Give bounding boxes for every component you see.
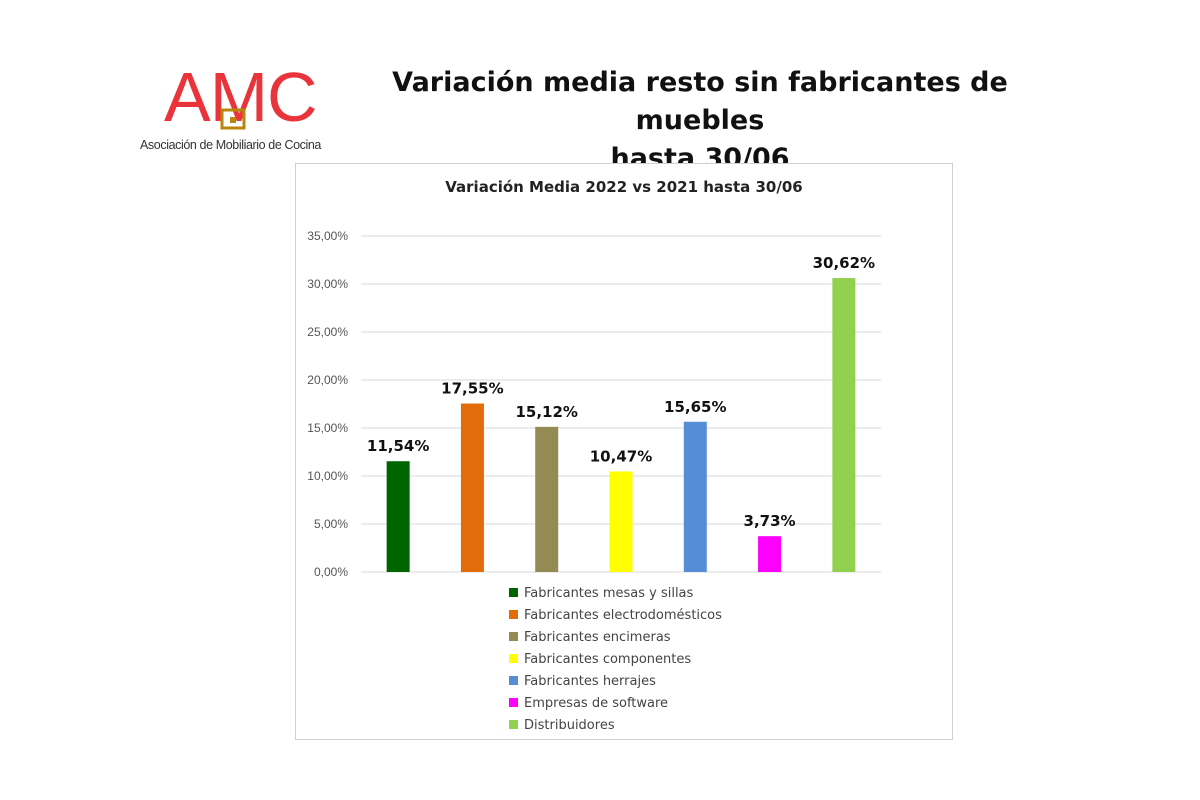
data-label-1: 11,54% (367, 437, 429, 455)
y-tick-label: 10,00% (307, 469, 348, 483)
y-tick-label: 30,00% (307, 277, 348, 291)
bar-chart: Variación Media 2022 vs 2021 hasta 30/06… (307, 178, 881, 733)
bar-4 (609, 471, 633, 572)
logo-mark-icon (220, 108, 246, 130)
y-tick-label: 0,00% (314, 565, 348, 579)
y-tick-label: 5,00% (314, 517, 348, 531)
legend-label-3: Fabricantes encimeras (524, 630, 671, 645)
data-label-5: 15,65% (664, 398, 726, 416)
legend-swatch-1 (509, 588, 518, 597)
legend-swatch-7 (509, 720, 518, 729)
data-label-2: 17,55% (441, 380, 503, 398)
logo-subtitle: Asociación de Mobiliario de Cocina (140, 138, 321, 152)
legend-label-1: Fabricantes mesas y sillas (524, 586, 694, 601)
logo-text: AMC (164, 58, 318, 136)
legend-swatch-6 (509, 698, 518, 707)
y-tick-label: 15,00% (307, 421, 348, 435)
data-label-3: 15,12% (515, 403, 577, 421)
bar-3 (535, 426, 559, 572)
bar-7 (832, 278, 856, 572)
bar-5 (683, 421, 707, 572)
page-title: Variación media resto sin fabricantes de… (330, 64, 1070, 178)
y-tick-label: 35,00% (307, 229, 348, 243)
bar-1 (386, 461, 410, 572)
chart-container: Variación Media 2022 vs 2021 hasta 30/06… (295, 163, 953, 740)
legend-label-4: Fabricantes componentes (524, 652, 691, 667)
legend-label-6: Empresas de software (524, 696, 668, 711)
page-title-line-1: Variación media resto sin fabricantes de… (392, 67, 1008, 136)
legend-swatch-2 (509, 610, 518, 619)
data-label-7: 30,62% (813, 254, 875, 272)
data-label-4: 10,47% (590, 447, 652, 465)
bar-2 (460, 403, 484, 572)
data-label-6: 3,73% (744, 512, 796, 530)
legend-swatch-3 (509, 632, 518, 641)
legend-swatch-4 (509, 654, 518, 663)
y-tick-label: 20,00% (307, 373, 348, 387)
chart-title: Variación Media 2022 vs 2021 hasta 30/06 (445, 178, 802, 196)
amc-logo: AMC Asociación de Mobiliario de Cocina (138, 62, 338, 157)
y-tick-label: 25,00% (307, 325, 348, 339)
legend-label-5: Fabricantes herrajes (524, 674, 656, 689)
bar-6 (758, 536, 782, 572)
legend-label-7: Distribuidores (524, 718, 615, 733)
legend-label-2: Fabricantes electrodomésticos (524, 608, 722, 623)
legend-swatch-5 (509, 676, 518, 685)
